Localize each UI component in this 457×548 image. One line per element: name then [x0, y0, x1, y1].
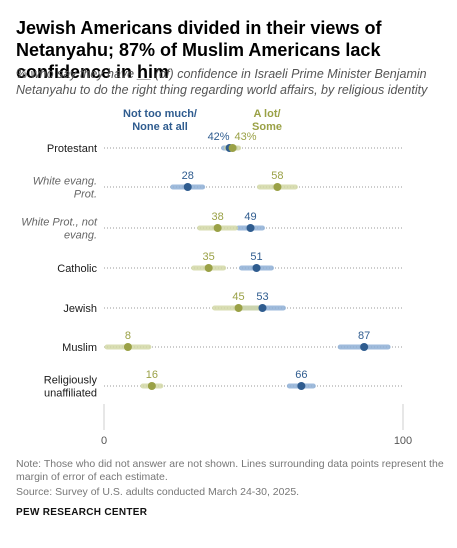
dot-not-too-much	[360, 343, 369, 351]
value-label-not-too-much: 51	[250, 251, 262, 263]
axis-tick-label: 100	[394, 435, 412, 447]
chart-subtitle: % who say they have __ (of) confidence i…	[16, 67, 428, 97]
dot-a-lot	[213, 224, 222, 232]
category-label: Jewish	[63, 303, 97, 315]
dot-a-lot	[228, 144, 237, 152]
value-label-a-lot: 58	[271, 170, 283, 182]
legend-not-too-much: Not too much/	[123, 108, 197, 120]
dot-not-too-much	[183, 183, 192, 191]
value-label-not-too-much: 49	[244, 211, 256, 223]
value-label-not-too-much: 87	[358, 330, 370, 342]
category-label: evang.	[64, 230, 97, 242]
value-label-a-lot: 45	[232, 291, 244, 303]
chart-source: Source: Survey of U.S. adults conducted …	[16, 486, 300, 498]
dot-not-too-much	[252, 264, 261, 272]
pew-brand: PEW RESEARCH CENTER	[16, 507, 148, 518]
legend-a-lot: Some	[252, 121, 282, 133]
value-label-a-lot: 16	[146, 369, 158, 381]
dot-a-lot	[123, 343, 132, 351]
value-label-a-lot: 35	[203, 251, 215, 263]
value-label-a-lot: 8	[125, 330, 131, 342]
legend-a-lot: A lot/	[253, 108, 280, 120]
category-label: Protestant	[47, 143, 97, 155]
category-label: Catholic	[57, 263, 97, 275]
dot-a-lot	[204, 264, 213, 272]
chart-note: Note: Those who did not answer are not s…	[16, 458, 444, 483]
value-label-a-lot: 38	[211, 211, 223, 223]
dot-a-lot	[273, 183, 282, 191]
value-label-not-too-much: 53	[256, 291, 268, 303]
legend-not-too-much: None at all	[132, 121, 188, 133]
dot-not-too-much	[297, 382, 306, 390]
value-label-not-too-much: 28	[182, 170, 194, 182]
dot-not-too-much	[246, 224, 255, 232]
value-label-a-lot: 43%	[235, 131, 257, 143]
category-label: White evang.	[33, 176, 97, 188]
dot-a-lot	[234, 304, 243, 312]
category-label: Muslim	[62, 342, 97, 354]
category-label: Prot.	[74, 189, 97, 201]
dot-not-too-much	[258, 304, 267, 312]
chart-title: Jewish Americans divided in their views …	[16, 18, 382, 82]
dot-a-lot	[147, 382, 156, 390]
category-label: unaffiliated	[44, 388, 97, 400]
category-label: Religiously	[44, 375, 98, 387]
category-label: White Prot., not	[21, 217, 98, 229]
value-label-not-too-much: 66	[295, 369, 307, 381]
axis-tick-label: 0	[101, 435, 107, 447]
value-label-not-too-much: 42%	[208, 131, 230, 143]
